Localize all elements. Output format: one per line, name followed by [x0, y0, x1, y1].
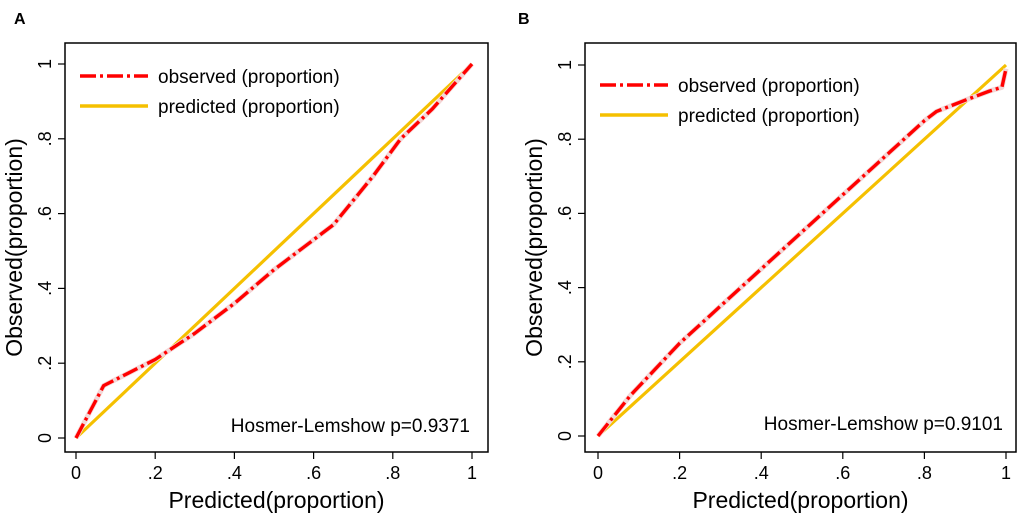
predicted-line [74, 62, 474, 440]
legend-label-predicted: predicted (proportion) [678, 106, 860, 127]
y-axis-title: Observed(proportion) [521, 138, 547, 357]
y-tick-label: 1 [35, 59, 55, 69]
x-tick-label: 1 [1001, 463, 1011, 483]
y-tick-label: .2 [35, 356, 55, 371]
x-tick-label: .4 [754, 463, 769, 483]
predicted-line [596, 63, 1008, 438]
hosmer-lemshow-annotation: Hosmer-Lemshow p=0.9101 [764, 414, 1003, 435]
x-tick-label: .8 [917, 463, 932, 483]
x-tick-label: 1 [467, 463, 477, 483]
chart-panel-a: A 0 .2 .4 .6 .8 1 0 .2 .4 .6 .8 1 Predicted(proportio… [1, 11, 489, 513]
y-tick-label: 0 [555, 431, 575, 441]
chart-panel-b: B 0 .2 .4 .6 .8 1 0 .2 .4 .6 .8 1 Predicted(proportio… [518, 11, 1017, 513]
legend-label-observed: observed (proportion) [678, 76, 860, 97]
x-tick-label: 0 [71, 463, 81, 483]
series-group [596, 63, 1009, 438]
x-tick-label: .4 [227, 463, 242, 483]
x-tick-label: .6 [835, 463, 850, 483]
y-tick-label: .8 [35, 131, 55, 146]
hosmer-lemshow-annotation: Hosmer-Lemshow p=0.9371 [231, 416, 470, 437]
legend-label-observed: observed (proportion) [158, 67, 340, 88]
y-tick-label: .2 [555, 354, 575, 369]
observed-line [596, 68, 1008, 438]
x-tick-label: .2 [672, 463, 687, 483]
legend: observed (proportion) predicted (proporti… [600, 76, 860, 127]
x-tick-label: .2 [148, 463, 163, 483]
y-tick-label: .8 [555, 132, 575, 147]
y-tick-label: .6 [35, 206, 55, 221]
x-axis-title: Predicted(proportion) [168, 487, 384, 513]
series-group [73, 62, 474, 440]
y-axis-title: Observed(proportion) [1, 138, 27, 357]
x-axis-title: Predicted(proportion) [692, 487, 908, 513]
legend: observed (proportion) predicted (proporti… [80, 67, 340, 118]
y-tick-label: .4 [555, 280, 575, 295]
y-tick-label: 1 [555, 60, 575, 70]
x-tick-label: .8 [385, 463, 400, 483]
y-tick-label: 0 [35, 433, 55, 443]
x-tick-label: .6 [306, 463, 321, 483]
x-tick-label: 0 [593, 463, 603, 483]
panel-label: A [14, 11, 26, 28]
legend-label-predicted: predicted (proportion) [158, 97, 340, 118]
y-tick-label: .6 [555, 206, 575, 221]
y-tick-label: .4 [35, 281, 55, 296]
panel-label: B [518, 11, 530, 28]
observed-line [74, 62, 474, 439]
